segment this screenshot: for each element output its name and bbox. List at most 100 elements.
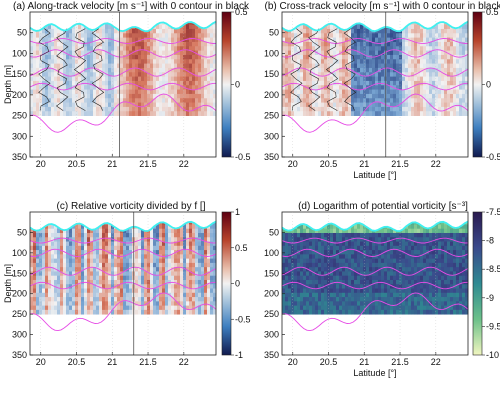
field-cell [351, 288, 355, 294]
field-cell [282, 309, 286, 315]
field-cell [57, 241, 61, 247]
field-cell [453, 28, 457, 34]
field-cell [129, 262, 133, 268]
field-cell [78, 76, 82, 82]
field-cell [372, 102, 376, 108]
field-cell [288, 46, 292, 51]
field-cell [354, 67, 358, 73]
field-cell [87, 54, 91, 60]
field-cell [114, 267, 118, 272]
field-cell [417, 28, 421, 34]
field-cell [381, 106, 385, 112]
field-cell [147, 72, 151, 77]
field-cell [84, 46, 88, 51]
field-cell [111, 309, 115, 315]
field-cell [366, 50, 370, 56]
field-cell [309, 241, 313, 247]
field-cell [369, 309, 373, 315]
field-cell [303, 232, 307, 238]
field-cell [63, 288, 67, 294]
field-cell [33, 305, 37, 311]
field-cell [132, 54, 136, 60]
field-cell [165, 33, 169, 39]
field-cell [186, 41, 190, 47]
field-cell [360, 46, 364, 51]
field-cell [363, 279, 367, 285]
field-cell [72, 275, 76, 281]
field-cell [84, 245, 88, 251]
field-cell [120, 284, 124, 289]
field-cell [93, 309, 97, 315]
field-cell [399, 85, 403, 90]
field-cell [108, 102, 112, 108]
field-cell [168, 237, 172, 242]
field-cell [342, 76, 346, 82]
field-cell [192, 102, 196, 108]
field-cell [150, 279, 154, 285]
field-cell [42, 258, 46, 264]
field-cell [84, 72, 88, 77]
field-cell [84, 67, 88, 73]
field-cell [309, 284, 313, 289]
field-cell [147, 279, 151, 285]
field-cell [315, 106, 319, 112]
field-cell [51, 284, 55, 289]
field-cell [192, 28, 196, 34]
field-cell [45, 111, 49, 116]
field-cell [141, 98, 145, 103]
field-cell [327, 262, 331, 268]
field-cell [186, 275, 190, 281]
field-cell [435, 102, 439, 108]
field-cell [105, 245, 109, 251]
field-cell [441, 50, 445, 56]
field-cell [42, 98, 46, 103]
field-cell [177, 237, 181, 242]
field-cell [63, 54, 67, 60]
field-cell [90, 275, 94, 281]
field-cell [147, 258, 151, 264]
field-cell [189, 262, 193, 268]
field-cell [411, 67, 415, 73]
field-cell [378, 275, 382, 281]
field-cell [192, 275, 196, 281]
field-cell [288, 262, 292, 268]
field-cell [111, 279, 115, 285]
field-cell [381, 111, 385, 116]
y-tick-label: 200 [12, 90, 27, 100]
field-cell [183, 67, 187, 73]
field-cell [306, 232, 310, 238]
field-cell [162, 228, 166, 234]
zero-contour [343, 28, 357, 111]
field-cell [330, 106, 334, 112]
field-cell [87, 111, 91, 116]
field-cell [90, 102, 94, 108]
field-cell [96, 102, 100, 108]
field-cell [63, 305, 67, 311]
field-cell [213, 46, 217, 51]
field-cell [321, 85, 325, 90]
field-cell [117, 237, 121, 242]
field-cell [90, 46, 94, 51]
field-cell [348, 228, 352, 234]
field-cell [174, 232, 178, 238]
field-cell [36, 80, 40, 86]
field-cell [402, 98, 406, 103]
field-cell [345, 41, 349, 47]
field-cell [180, 301, 184, 306]
field-cell [81, 63, 85, 69]
field-cell [81, 85, 85, 90]
field-cell [420, 46, 424, 51]
field-cell [336, 297, 340, 302]
field-cell [159, 258, 163, 264]
field-cell [96, 254, 100, 260]
field-cell [108, 224, 112, 230]
field-cell [93, 237, 97, 242]
field-cell [57, 46, 61, 51]
field-cell [63, 228, 67, 234]
field-cell [30, 85, 34, 90]
field-cell [54, 93, 58, 99]
field-cell [312, 89, 316, 95]
field-cell [339, 63, 343, 69]
field-cell [372, 111, 376, 116]
field-cell [129, 305, 133, 311]
